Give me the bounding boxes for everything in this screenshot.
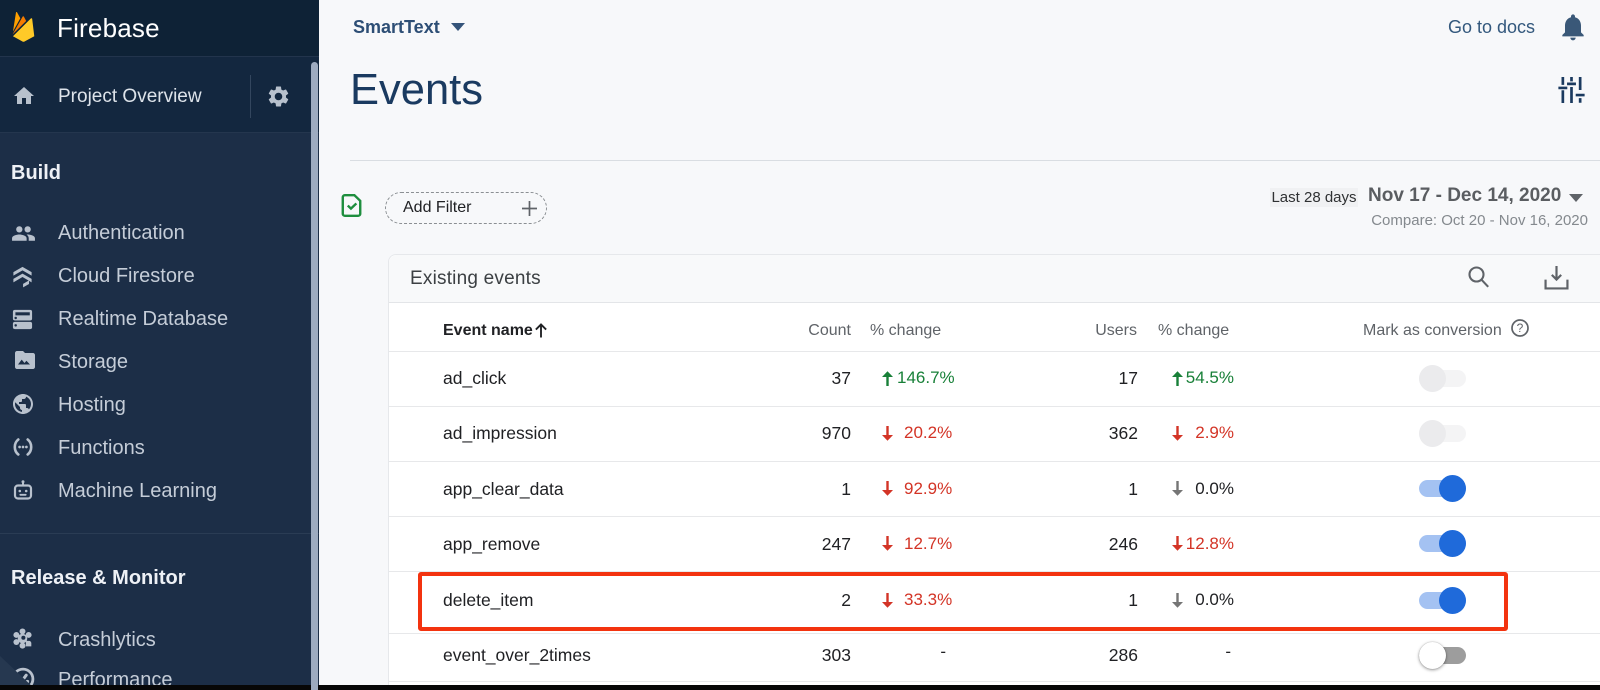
svg-text:?: ? [1517,321,1524,335]
